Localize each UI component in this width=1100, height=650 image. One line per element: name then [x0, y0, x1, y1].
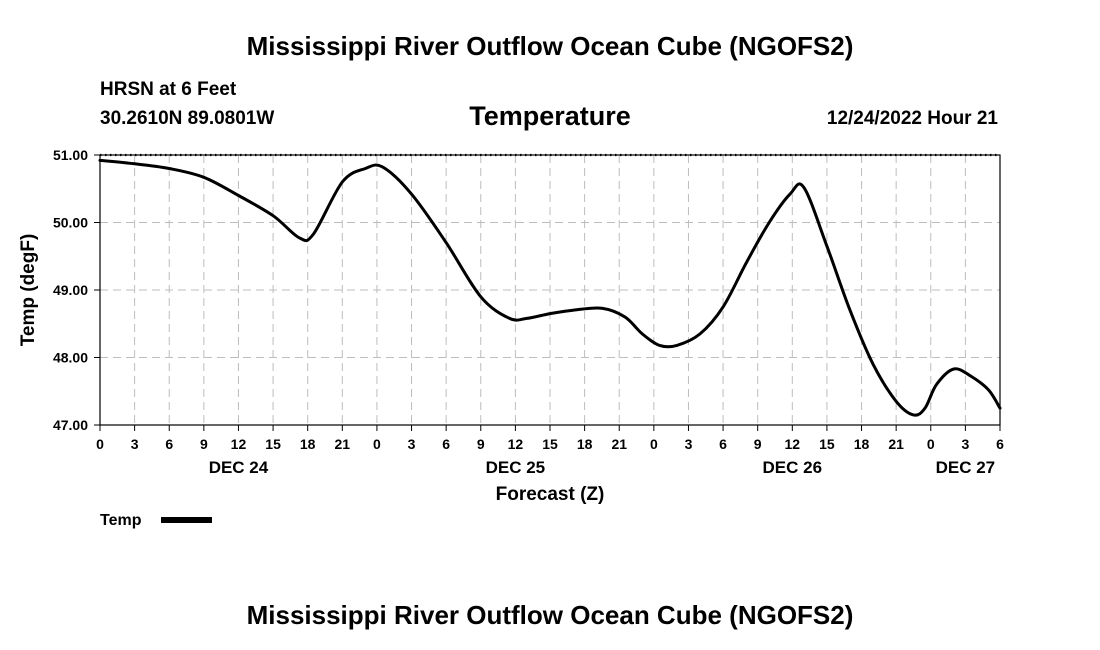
x-tick-label: 18	[854, 436, 870, 452]
x-tick-label: 21	[611, 436, 627, 452]
chart-title: Temperature	[469, 101, 631, 131]
x-tick-label: 6	[442, 436, 450, 452]
day-label: DEC 27	[936, 458, 996, 477]
y-tick-label: 50.00	[53, 215, 88, 231]
x-tick-label: 3	[131, 436, 139, 452]
x-tick-label: 12	[785, 436, 801, 452]
coordinates-label: 30.2610N 89.0801W	[100, 108, 274, 129]
legend-swatch-temp	[161, 517, 212, 523]
x-tick-label: 0	[96, 436, 104, 452]
axis-ticks: 0 3 6 9 12 15 18 21 0 3 6 9 12 15 18 21 0 3 6 9 12 15 18 21 0 3 6 4…	[53, 147, 1004, 477]
y-tick-label: 48.00	[53, 350, 88, 366]
x-tick-label: 15	[819, 436, 835, 452]
x-tick-label: 3	[685, 436, 693, 452]
x-tick-label: 3	[961, 436, 969, 452]
x-tick-label: 3	[408, 436, 416, 452]
x-tick-label: 15	[542, 436, 558, 452]
y-tick-label: 51.00	[53, 147, 88, 163]
day-label: DEC 25	[486, 458, 546, 477]
day-label: DEC 24	[209, 458, 269, 477]
x-tick-label: 9	[754, 436, 762, 452]
header-title: Mississippi River Outflow Ocean Cube (NG…	[247, 31, 854, 61]
grid	[100, 155, 1000, 425]
x-tick-label: 18	[577, 436, 593, 452]
day-label: DEC 26	[763, 458, 823, 477]
x-tick-label: 9	[200, 436, 208, 452]
y-tick-label: 49.00	[53, 282, 88, 298]
x-tick-label: 18	[300, 436, 316, 452]
x-tick-label: 0	[650, 436, 658, 452]
x-tick-label: 6	[719, 436, 727, 452]
x-tick-label: 21	[888, 436, 904, 452]
timestamp-label: 12/24/2022 Hour 21	[827, 108, 999, 129]
x-tick-label: 0	[373, 436, 381, 452]
x-tick-label: 0	[927, 436, 935, 452]
footer-title: Mississippi River Outflow Ocean Cube (NG…	[247, 600, 854, 630]
x-tick-label: 12	[508, 436, 524, 452]
legend-entry-temp: Temp	[100, 512, 142, 529]
y-tick-label: 47.00	[53, 417, 88, 433]
y-axis-label: Temp (degF)	[18, 234, 39, 347]
x-tick-label: 21	[335, 436, 351, 452]
series	[98, 158, 1002, 417]
x-tick-label: 9	[477, 436, 485, 452]
x-tick-label: 6	[165, 436, 173, 452]
series-line-temp	[98, 158, 1002, 417]
x-tick-label: 6	[996, 436, 1004, 452]
x-axis-label: Forecast (Z)	[496, 484, 605, 505]
x-tick-label: 12	[231, 436, 247, 452]
station-label: HRSN at 6 Feet	[100, 79, 237, 100]
x-tick-label: 15	[265, 436, 281, 452]
